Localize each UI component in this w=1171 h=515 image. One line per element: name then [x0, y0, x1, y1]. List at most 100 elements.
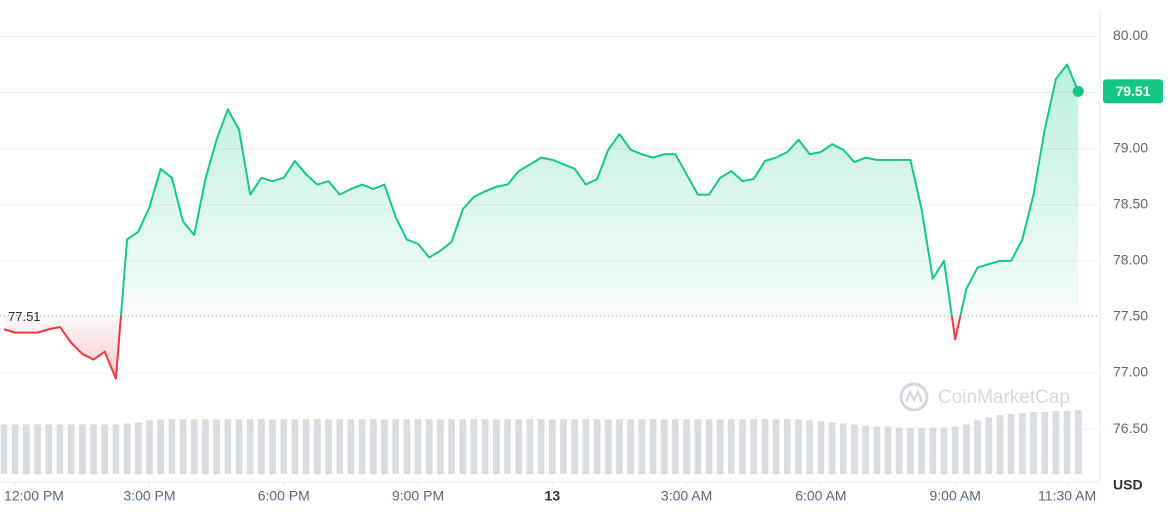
price-badge	[1103, 79, 1163, 104]
volume-bar	[134, 422, 142, 474]
volume-bar	[269, 419, 276, 474]
volume-bar	[414, 419, 422, 474]
volume-bar	[974, 420, 981, 474]
volume-bar	[616, 419, 623, 474]
volume-bar	[313, 419, 321, 474]
volume-bar	[884, 426, 892, 474]
volume-bar	[213, 419, 220, 474]
volume-bar	[862, 425, 870, 474]
volume-bar	[347, 419, 355, 474]
volume-bar	[437, 419, 444, 474]
x-tick-label: 3:00 PM	[123, 488, 175, 504]
x-tick-label: 12:00 PM	[4, 488, 64, 504]
x-tick-label: 3:00 AM	[661, 488, 712, 504]
currency-label: USD	[1113, 477, 1143, 493]
volume-bar	[951, 426, 959, 474]
volume-bar	[1063, 411, 1071, 474]
volume-bar	[582, 419, 590, 474]
volume-bar	[560, 419, 567, 474]
volume-bar	[403, 419, 411, 474]
plot	[0, 35, 1100, 474]
volume-bar	[716, 419, 724, 474]
volume-bar	[179, 419, 187, 474]
volume-bar	[481, 419, 489, 474]
volume-bar	[392, 419, 400, 474]
volume-bar	[358, 419, 366, 474]
volume-bar	[235, 419, 243, 474]
volume-bar	[325, 419, 332, 474]
volume-bar	[940, 427, 948, 474]
volume-bar	[470, 419, 478, 474]
x-tick-label: 6:00 AM	[795, 488, 846, 504]
volume-bar	[515, 419, 523, 474]
volume-bar	[795, 419, 802, 474]
x-tick-label: 11:30 AM	[1038, 488, 1096, 504]
volume-bar	[907, 427, 914, 474]
y-tick-label: 78.00	[1113, 252, 1148, 268]
volume-bar	[448, 419, 455, 474]
volume-bar	[336, 419, 344, 474]
volume-bar	[761, 419, 769, 474]
watermark-text: CoinMarketCap	[938, 387, 1070, 408]
volume-bar	[672, 419, 679, 474]
volume-bar	[258, 419, 265, 474]
volume-bar	[23, 424, 30, 474]
volume-bar	[302, 419, 310, 474]
volume-bar	[895, 427, 903, 474]
volume-bar	[705, 419, 713, 474]
volume-bar	[1007, 414, 1015, 474]
volume-bar	[772, 419, 780, 474]
volume-bar	[291, 419, 299, 474]
volume-bar	[0, 424, 8, 474]
volume-bar	[45, 424, 53, 474]
volume-bar	[190, 419, 198, 474]
volume-bar	[548, 419, 556, 474]
volume-bar	[1030, 412, 1037, 474]
volume-bar	[146, 420, 153, 474]
volume-bar	[839, 423, 847, 474]
y-tick-label: 80.00	[1113, 27, 1148, 43]
y-tick-label: 77.00	[1113, 364, 1148, 380]
volume-bar	[504, 419, 511, 474]
volume-bar	[112, 424, 120, 474]
volume-bar	[728, 419, 735, 474]
volume-bar	[202, 419, 209, 474]
volume-bar	[459, 419, 467, 474]
volume-bar	[604, 419, 612, 474]
volume-bar	[828, 422, 836, 474]
volume-bar	[929, 427, 937, 474]
volume-bar	[571, 419, 579, 474]
y-tick-label: 78.50	[1113, 195, 1148, 211]
volume-bar	[1074, 410, 1082, 474]
volume-bar	[806, 420, 814, 474]
volume-bar	[123, 423, 131, 474]
volume-bar	[381, 419, 388, 474]
volume-bar	[817, 421, 825, 474]
x-tick-label: 6:00 PM	[258, 488, 310, 504]
x-tick-label: 9:00 PM	[392, 488, 444, 504]
volume-bar	[56, 424, 64, 474]
volume-bar	[750, 419, 758, 474]
volume-bar	[78, 424, 86, 474]
volume-bar	[157, 419, 165, 474]
volume-bar	[649, 419, 657, 474]
price-line	[3, 63, 1080, 380]
volume-bar	[369, 419, 377, 474]
area	[4, 64, 1079, 379]
price-badge-label: 79.51	[1115, 83, 1150, 99]
reference-label: 77.51	[8, 309, 41, 324]
volume-bar	[1052, 411, 1060, 474]
volume-bar	[918, 427, 925, 474]
x-tick-label: 9:00 AM	[930, 488, 981, 504]
volume-bar	[660, 419, 668, 474]
volume-bar	[851, 424, 858, 474]
watermark: CoinMarketCap	[899, 382, 1070, 412]
volume-bar	[985, 417, 993, 474]
volume-bar	[246, 419, 254, 474]
volume-bar	[11, 424, 19, 474]
volume-bar	[873, 426, 881, 474]
volume-bar	[996, 415, 1004, 474]
volume-bar	[683, 419, 690, 474]
volume-bar	[739, 419, 746, 474]
